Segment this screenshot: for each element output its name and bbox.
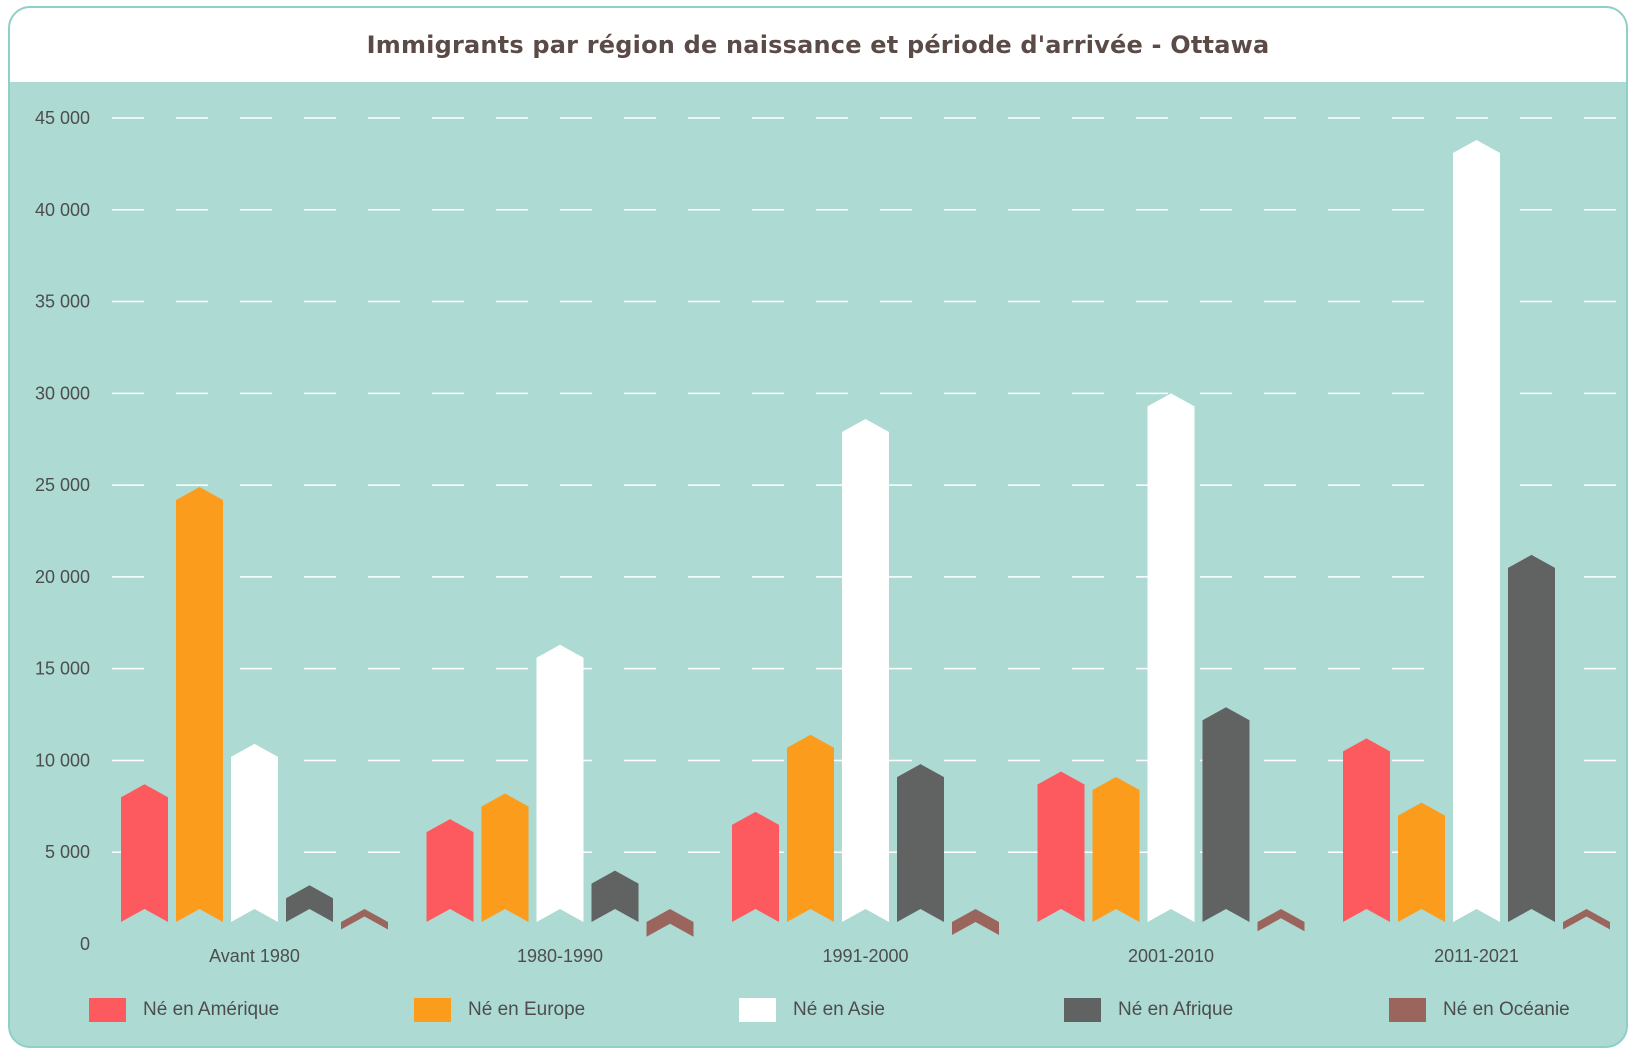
x-tick-label: 1991-2000 — [822, 946, 908, 966]
bar — [121, 784, 168, 922]
bar — [1508, 554, 1555, 922]
legend-swatch — [1389, 998, 1426, 1022]
y-tick-label: 40 000 — [35, 200, 90, 220]
bar — [1563, 909, 1610, 930]
bar — [286, 885, 333, 922]
legend-swatch — [414, 998, 451, 1022]
bar — [897, 764, 944, 922]
bar — [1092, 776, 1140, 922]
bar — [1202, 707, 1250, 922]
legend-label: Né en Asie — [793, 999, 885, 1020]
y-tick-label: 35 000 — [35, 292, 90, 312]
legend-swatch — [739, 998, 776, 1022]
legend-swatch — [89, 998, 126, 1022]
y-tick-label: 0 — [80, 934, 90, 954]
bar — [1037, 771, 1085, 922]
chart-legend: Né en Amérique Né en Europe Né en Asie Né e… — [0, 990, 1635, 1030]
x-tick-label: 1980-1990 — [517, 946, 603, 966]
y-tick-label: 45 000 — [35, 108, 90, 128]
bar — [1343, 738, 1390, 922]
legend-swatch — [1064, 998, 1101, 1022]
bar — [1147, 393, 1195, 922]
bar — [952, 909, 999, 935]
legend-item: Né en Amérique — [89, 990, 279, 1030]
bar — [591, 870, 639, 922]
bar — [787, 734, 834, 922]
legend-label: Né en Amérique — [143, 999, 280, 1020]
bar — [646, 909, 694, 937]
legend-label: Né en Afrique — [1118, 999, 1234, 1020]
y-tick-label: 30 000 — [35, 383, 90, 403]
bar — [481, 793, 529, 922]
chart-header: Immigrants par région de naissance et pé… — [10, 8, 1626, 82]
bar — [176, 486, 223, 922]
bar — [536, 644, 584, 922]
bar — [426, 819, 474, 922]
bar — [1453, 140, 1500, 922]
y-tick-label: 10 000 — [35, 750, 90, 770]
legend-item: Né en Asie — [739, 990, 885, 1030]
chart-title: Immigrants par région de naissance et pé… — [366, 31, 1270, 59]
x-tick-label: Avant 1980 — [209, 946, 300, 966]
y-tick-label: 25 000 — [35, 475, 90, 495]
legend-label: Né en Océanie — [1443, 999, 1570, 1020]
bar — [732, 811, 779, 922]
bar — [231, 743, 278, 922]
x-tick-label: 2011-2021 — [1434, 946, 1519, 966]
y-tick-label: 20 000 — [35, 567, 90, 587]
legend-item: Né en Europe — [414, 990, 585, 1030]
legend-label: Né en Europe — [468, 999, 586, 1020]
y-tick-label: 5 000 — [45, 842, 90, 862]
bar — [1398, 802, 1445, 922]
bar — [341, 909, 388, 930]
x-tick-label: 2001-2010 — [1128, 946, 1214, 966]
legend-item: Né en Afrique — [1064, 990, 1233, 1030]
bar — [1257, 909, 1305, 932]
legend-item: Né en Océanie — [1389, 990, 1570, 1030]
bar — [842, 419, 889, 922]
y-tick-label: 15 000 — [35, 659, 90, 679]
